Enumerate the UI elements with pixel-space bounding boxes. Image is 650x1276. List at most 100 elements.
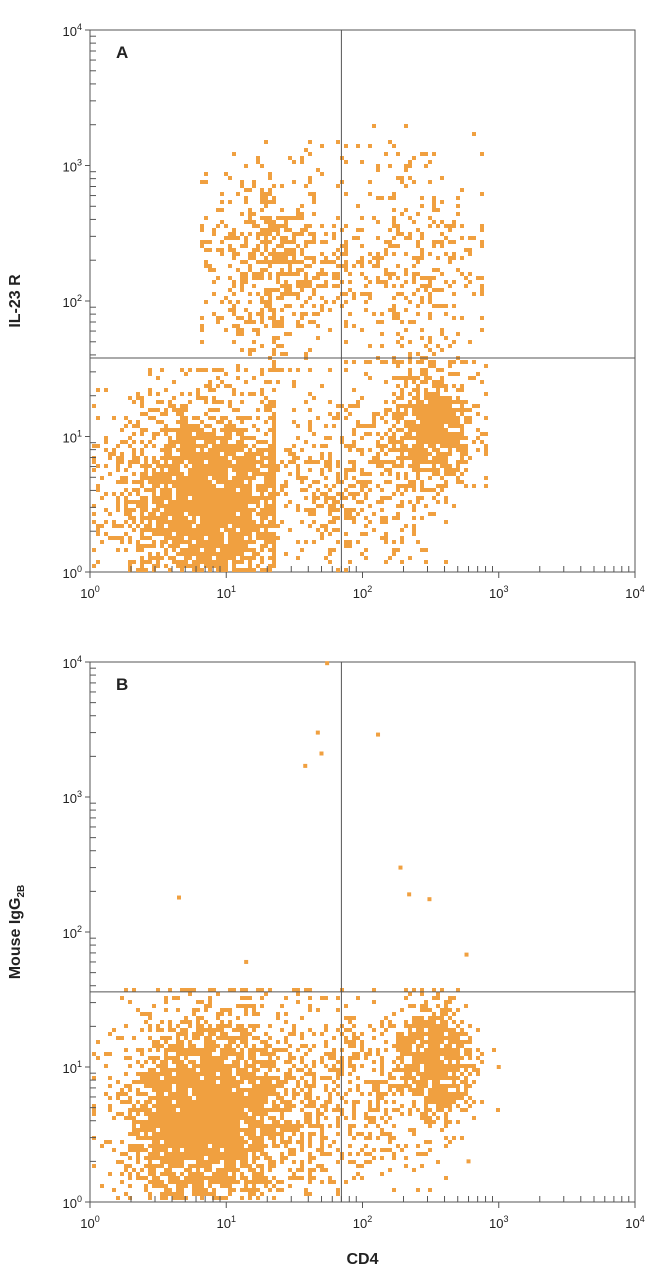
event-dot: [412, 480, 416, 484]
event-dot: [240, 184, 244, 188]
event-dot: [284, 552, 288, 556]
event-dot: [344, 544, 348, 548]
event-dot: [396, 440, 400, 444]
event-dot: [180, 452, 184, 456]
event-dot: [244, 260, 248, 264]
event-dot: [400, 412, 404, 416]
event-dot: [276, 280, 280, 284]
event-dot: [460, 400, 464, 404]
event-dot: [236, 540, 240, 544]
event-dot: [164, 532, 168, 536]
event-dot: [320, 284, 324, 288]
event-dot: [232, 448, 236, 452]
event-dot: [320, 504, 324, 508]
event-dot: [332, 548, 336, 552]
event-dot: [176, 484, 180, 488]
event-dot: [164, 476, 168, 480]
event-dot: [424, 376, 428, 380]
event-dot: [224, 328, 228, 332]
event-dot: [412, 504, 416, 508]
event-dot: [344, 416, 348, 420]
event-dot: [280, 216, 284, 220]
event-dot: [416, 240, 420, 244]
event-dot: [108, 512, 112, 516]
event-dot: [332, 504, 336, 508]
event-dot: [216, 532, 220, 536]
event-dot: [384, 516, 388, 520]
event-dot: [296, 320, 300, 324]
event-dot: [264, 304, 268, 308]
event-dot: [352, 468, 356, 472]
event-dot: [184, 448, 188, 452]
event-dot: [176, 552, 180, 556]
event-dot: [336, 140, 340, 144]
event-dot: [264, 532, 268, 536]
event-dot: [256, 272, 260, 276]
event-dot: [376, 220, 380, 224]
event-dot: [200, 444, 204, 448]
event-dot: [212, 1192, 216, 1196]
event-dot: [188, 468, 192, 472]
event-dot: [316, 416, 320, 420]
event-dot: [372, 424, 376, 428]
event-dot: [232, 280, 236, 284]
event-dot: [188, 456, 192, 460]
event-dot: [324, 232, 328, 236]
event-dot: [268, 492, 272, 496]
event-dot: [404, 164, 408, 168]
event-dot: [432, 392, 436, 396]
event-dot: [344, 300, 348, 304]
event-dot: [204, 516, 208, 520]
event-dot: [196, 1080, 200, 1084]
event-dot: [312, 260, 316, 264]
event-dot: [212, 1040, 216, 1044]
event-dot: [400, 560, 404, 564]
event-dot: [360, 436, 364, 440]
event-dot: [404, 328, 408, 332]
event-dot: [208, 380, 212, 384]
event-dot: [352, 292, 356, 296]
event-dot: [224, 504, 228, 508]
event-dot: [428, 476, 432, 480]
event-dot: [264, 268, 268, 272]
event-dot: [416, 256, 420, 260]
event-dot: [460, 448, 464, 452]
event-dot: [204, 440, 208, 444]
event-dot: [216, 316, 220, 320]
event-dot: [408, 372, 412, 376]
event-dot: [436, 416, 440, 420]
event-dot: [384, 240, 388, 244]
event-dot: [100, 476, 104, 480]
event-dot: [168, 428, 172, 432]
event-dot: [320, 384, 324, 388]
event-dot: [276, 464, 280, 468]
event-dot: [324, 240, 328, 244]
event-dot: [384, 248, 388, 252]
event-dot: [388, 440, 392, 444]
event-dot: [384, 284, 388, 288]
event-dot: [124, 476, 128, 480]
event-dot: [244, 476, 248, 480]
event-dot: [244, 460, 248, 464]
event-dot: [300, 316, 304, 320]
event-dot: [264, 432, 268, 436]
event-dot: [240, 556, 244, 560]
event-dot: [424, 504, 428, 508]
event-dot: [180, 472, 184, 476]
event-dot: [388, 140, 392, 144]
event-dot: [264, 1184, 268, 1188]
event-dot: [184, 540, 188, 544]
event-dot: [216, 452, 220, 456]
event-dot: [304, 508, 308, 512]
event-dot: [260, 296, 264, 300]
event-dot: [264, 464, 268, 468]
event-dot: [436, 424, 440, 428]
event-dot: [208, 988, 212, 992]
event-dot: [436, 224, 440, 228]
event-dot: [164, 488, 168, 492]
event-dot: [272, 492, 276, 496]
event-dot: [248, 516, 252, 520]
event-dot: [176, 468, 180, 472]
event-dot: [428, 420, 432, 424]
event-dot: [208, 480, 212, 484]
